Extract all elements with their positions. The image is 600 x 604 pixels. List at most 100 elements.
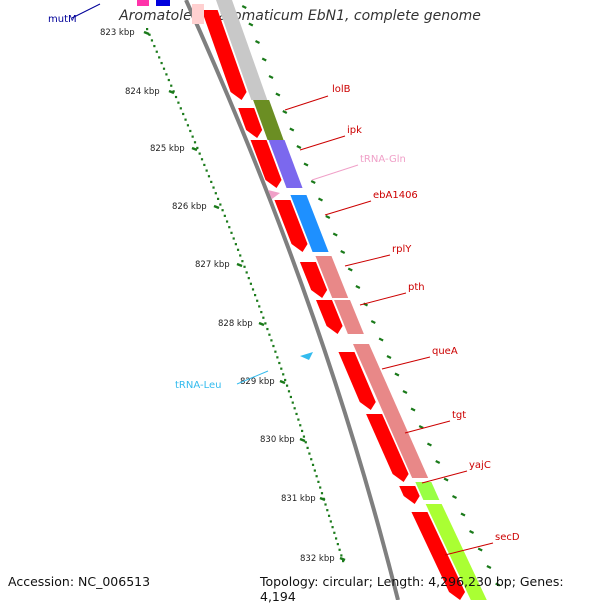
scale-dot (207, 175, 211, 178)
scale-tick-mark (213, 204, 220, 210)
scale-dot (172, 90, 175, 93)
scale-dot (282, 373, 285, 376)
scale-dot (276, 356, 279, 359)
outer-tick (355, 285, 361, 289)
scale-dot (270, 339, 273, 342)
scale-dot (317, 480, 320, 483)
outer-tick (394, 372, 400, 377)
outer-tick (255, 40, 260, 44)
cds-forward (274, 200, 308, 252)
scale-dot (179, 107, 182, 110)
scale-dot (251, 288, 255, 291)
label-leader-line (71, 3, 101, 19)
scale-tick-mark (258, 321, 265, 327)
scale-dot (289, 395, 292, 399)
cds-forward (201, 10, 247, 100)
label-leader-line (444, 542, 494, 556)
scale-tick-mark (168, 89, 175, 95)
label-leader-line (284, 95, 329, 111)
scale-dot (291, 401, 294, 404)
scale-dot (212, 186, 215, 189)
scale-dot (302, 435, 306, 438)
gene-features (137, 0, 501, 600)
scale-dot (162, 67, 166, 70)
top-feature (192, 4, 204, 24)
scale-dot (326, 509, 329, 512)
outer-tick (332, 232, 338, 237)
outer-tick (477, 547, 483, 552)
scale-dots (146, 28, 345, 563)
scale-tick-label: 830 kbp (260, 435, 295, 445)
label-leader-line (381, 356, 431, 370)
gene-labels: mutM lolB ipk tRNA-Gln ebA1406 rplY pth queA tRN… (48, 3, 520, 556)
scale-dot (150, 39, 154, 42)
trna-gln-marker (268, 190, 280, 199)
cds-forward (250, 140, 282, 188)
label-leader-line (344, 254, 391, 267)
scale-dot (258, 305, 261, 308)
scale-dot (280, 367, 283, 370)
outer-tick (370, 320, 376, 324)
label-leader-line (359, 292, 407, 306)
trna-leu-marker (300, 352, 313, 360)
scale-dot (340, 554, 343, 557)
gene-label-rply: rplY (392, 244, 412, 255)
scale-dot (338, 548, 341, 551)
scale-dot (167, 78, 170, 82)
scale-dot (327, 514, 331, 517)
scale-tick-mark (143, 30, 150, 36)
scale-tick-mark (319, 496, 326, 502)
cds-outer (334, 300, 364, 334)
scale-dot (262, 316, 265, 319)
scale-dot (320, 492, 324, 495)
scale-tick-label: 824 kbp (125, 87, 160, 97)
gene-label-pth: pth (408, 282, 425, 293)
scale-tick-mark (236, 262, 243, 268)
scale-ticks: 823 kbp 824 kbp 825 kbp 826 kbp 827 kbp 828 k… (100, 28, 346, 564)
outer-tick (435, 460, 441, 464)
gene-label-tgt: tgt (452, 410, 466, 421)
outer-tick (495, 582, 501, 587)
scale-dot (223, 214, 226, 217)
scale-dot (148, 33, 151, 36)
scale-dot (285, 384, 289, 387)
scale-tick-label: 827 kbp (195, 260, 230, 270)
label-leader-line (236, 370, 269, 385)
backbone-line (184, 0, 400, 600)
scale-dot (324, 503, 327, 506)
scale-dot (249, 282, 253, 285)
scale-dot (174, 95, 178, 99)
scale-dot (158, 56, 161, 59)
scale-dot (198, 152, 201, 155)
scale-dot (241, 260, 244, 263)
scale-dot (191, 135, 194, 138)
outer-tick (452, 495, 458, 499)
scale-dot (342, 560, 345, 563)
scale-dot (268, 333, 271, 336)
outer-tick (460, 512, 466, 517)
scale-dot (234, 243, 237, 246)
scale-dot (216, 197, 220, 200)
scale-tick-label: 826 kbp (172, 202, 207, 212)
scale-dot (284, 378, 287, 382)
scale-dot (260, 310, 263, 314)
scale-dot (186, 124, 190, 127)
scale-dot (306, 446, 309, 450)
scale-dot (170, 84, 173, 87)
outer-tick (268, 75, 274, 79)
scale-dot (196, 146, 199, 150)
cds-outer (253, 100, 284, 140)
scale-dot (228, 226, 231, 229)
scale-dot (165, 73, 168, 76)
cds-forward (299, 262, 328, 298)
outer-tick (317, 197, 323, 202)
cds-forward (338, 352, 376, 410)
gene-label-quea: queA (432, 346, 458, 357)
outer-tick (248, 22, 254, 27)
outer-tick (347, 267, 353, 272)
scale-dot (160, 61, 163, 65)
accession-text: Accession: NC_006513 (8, 574, 151, 589)
mutm-feature (137, 0, 149, 6)
scale-dot (243, 265, 246, 268)
